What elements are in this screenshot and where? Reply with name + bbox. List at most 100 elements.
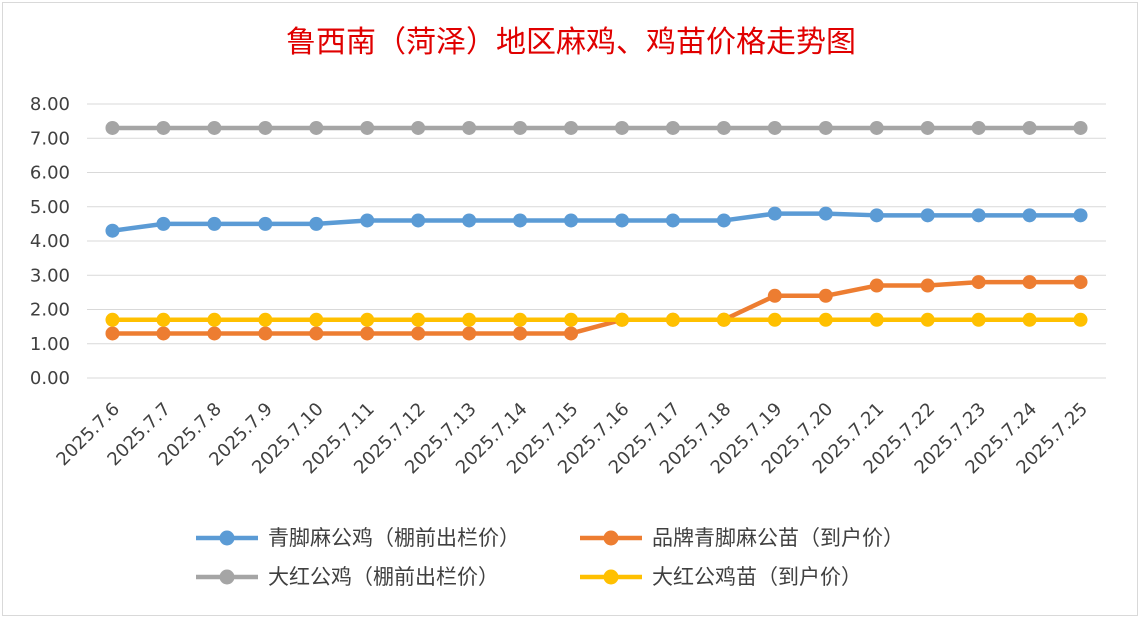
data-point bbox=[1073, 312, 1088, 327]
data-point bbox=[920, 312, 935, 327]
data-point bbox=[614, 120, 629, 135]
data-point bbox=[869, 120, 884, 135]
legend-item: 大红公鸡苗（到户价） bbox=[580, 565, 862, 589]
data-point bbox=[513, 326, 528, 341]
series-2 bbox=[105, 120, 1088, 135]
data-point bbox=[360, 312, 375, 327]
y-tick-label: 6.00 bbox=[30, 163, 70, 184]
data-point bbox=[716, 120, 731, 135]
data-point bbox=[1022, 275, 1037, 290]
data-point bbox=[207, 326, 222, 341]
data-point bbox=[309, 312, 324, 327]
legend-label: 大红公鸡（棚前出栏价） bbox=[268, 565, 499, 589]
data-point bbox=[818, 206, 833, 221]
y-tick-label: 0.00 bbox=[30, 368, 70, 389]
data-point bbox=[513, 312, 528, 327]
data-point bbox=[105, 120, 120, 135]
legend-label: 品牌青脚麻公苗（到户价） bbox=[652, 526, 904, 550]
data-point bbox=[869, 208, 884, 223]
data-point bbox=[564, 312, 579, 327]
data-point bbox=[1073, 120, 1088, 135]
y-tick-label: 3.00 bbox=[30, 265, 70, 286]
series-line bbox=[110, 279, 1083, 336]
data-point bbox=[614, 213, 629, 228]
data-point bbox=[665, 213, 680, 228]
data-point bbox=[105, 223, 120, 238]
y-tick-label: 5.00 bbox=[30, 197, 70, 218]
data-point bbox=[258, 120, 273, 135]
legend-item: 青脚麻公鸡（棚前出栏价） bbox=[196, 526, 520, 550]
data-point bbox=[411, 213, 426, 228]
y-tick-label: 2.00 bbox=[30, 300, 70, 321]
legend-item: 大红公鸡（棚前出栏价） bbox=[196, 565, 499, 589]
data-point bbox=[716, 312, 731, 327]
data-point bbox=[818, 120, 833, 135]
data-point bbox=[665, 312, 680, 327]
data-point bbox=[920, 120, 935, 135]
data-point bbox=[564, 120, 579, 135]
data-point bbox=[1022, 312, 1037, 327]
data-point bbox=[207, 120, 222, 135]
legend-label: 大红公鸡苗（到户价） bbox=[652, 565, 862, 589]
data-point bbox=[665, 120, 680, 135]
data-point bbox=[462, 326, 477, 341]
data-point bbox=[156, 120, 171, 135]
data-point bbox=[309, 326, 324, 341]
data-point bbox=[207, 312, 222, 327]
data-point bbox=[564, 326, 579, 341]
data-point bbox=[1073, 275, 1088, 290]
data-point bbox=[564, 213, 579, 228]
legend-marker bbox=[219, 569, 235, 585]
data-point bbox=[360, 326, 375, 341]
data-point bbox=[614, 312, 629, 327]
data-point bbox=[309, 216, 324, 231]
data-point bbox=[411, 326, 426, 341]
data-point bbox=[869, 312, 884, 327]
legend-marker bbox=[603, 569, 619, 585]
data-point bbox=[105, 312, 120, 327]
data-point bbox=[971, 275, 986, 290]
y-tick-label: 1.00 bbox=[30, 334, 70, 355]
y-tick-label: 4.00 bbox=[30, 231, 70, 252]
data-point bbox=[767, 120, 782, 135]
plot-area bbox=[105, 120, 1088, 341]
data-point bbox=[971, 120, 986, 135]
x-axis: 2025.7.62025.7.72025.7.82025.7.92025.7.1… bbox=[52, 399, 1092, 479]
data-point bbox=[258, 312, 273, 327]
data-point bbox=[971, 208, 986, 223]
data-point bbox=[716, 213, 731, 228]
data-point bbox=[462, 120, 477, 135]
data-point bbox=[258, 216, 273, 231]
data-point bbox=[513, 120, 528, 135]
data-point bbox=[513, 213, 528, 228]
data-point bbox=[156, 312, 171, 327]
data-point bbox=[1073, 208, 1088, 223]
data-point bbox=[156, 326, 171, 341]
legend-item: 品牌青脚麻公苗（到户价） bbox=[580, 526, 904, 550]
data-point bbox=[869, 278, 884, 293]
data-point bbox=[920, 278, 935, 293]
data-point bbox=[1022, 120, 1037, 135]
data-point bbox=[767, 206, 782, 221]
data-point bbox=[767, 312, 782, 327]
data-point bbox=[462, 312, 477, 327]
legend-marker bbox=[219, 530, 235, 546]
y-tick-label: 7.00 bbox=[30, 128, 70, 149]
data-point bbox=[411, 312, 426, 327]
data-point bbox=[360, 120, 375, 135]
data-point bbox=[411, 120, 426, 135]
data-point bbox=[971, 312, 986, 327]
series-3 bbox=[105, 312, 1088, 327]
data-point bbox=[767, 288, 782, 303]
legend-marker bbox=[603, 530, 619, 546]
chart-title: 鲁西南（菏泽）地区麻鸡、鸡苗价格走势图 bbox=[286, 25, 856, 60]
data-point bbox=[360, 213, 375, 228]
data-point bbox=[462, 213, 477, 228]
data-point bbox=[818, 312, 833, 327]
data-point bbox=[1022, 208, 1037, 223]
data-point bbox=[818, 288, 833, 303]
series-0 bbox=[105, 206, 1088, 238]
data-point bbox=[258, 326, 273, 341]
data-point bbox=[920, 208, 935, 223]
